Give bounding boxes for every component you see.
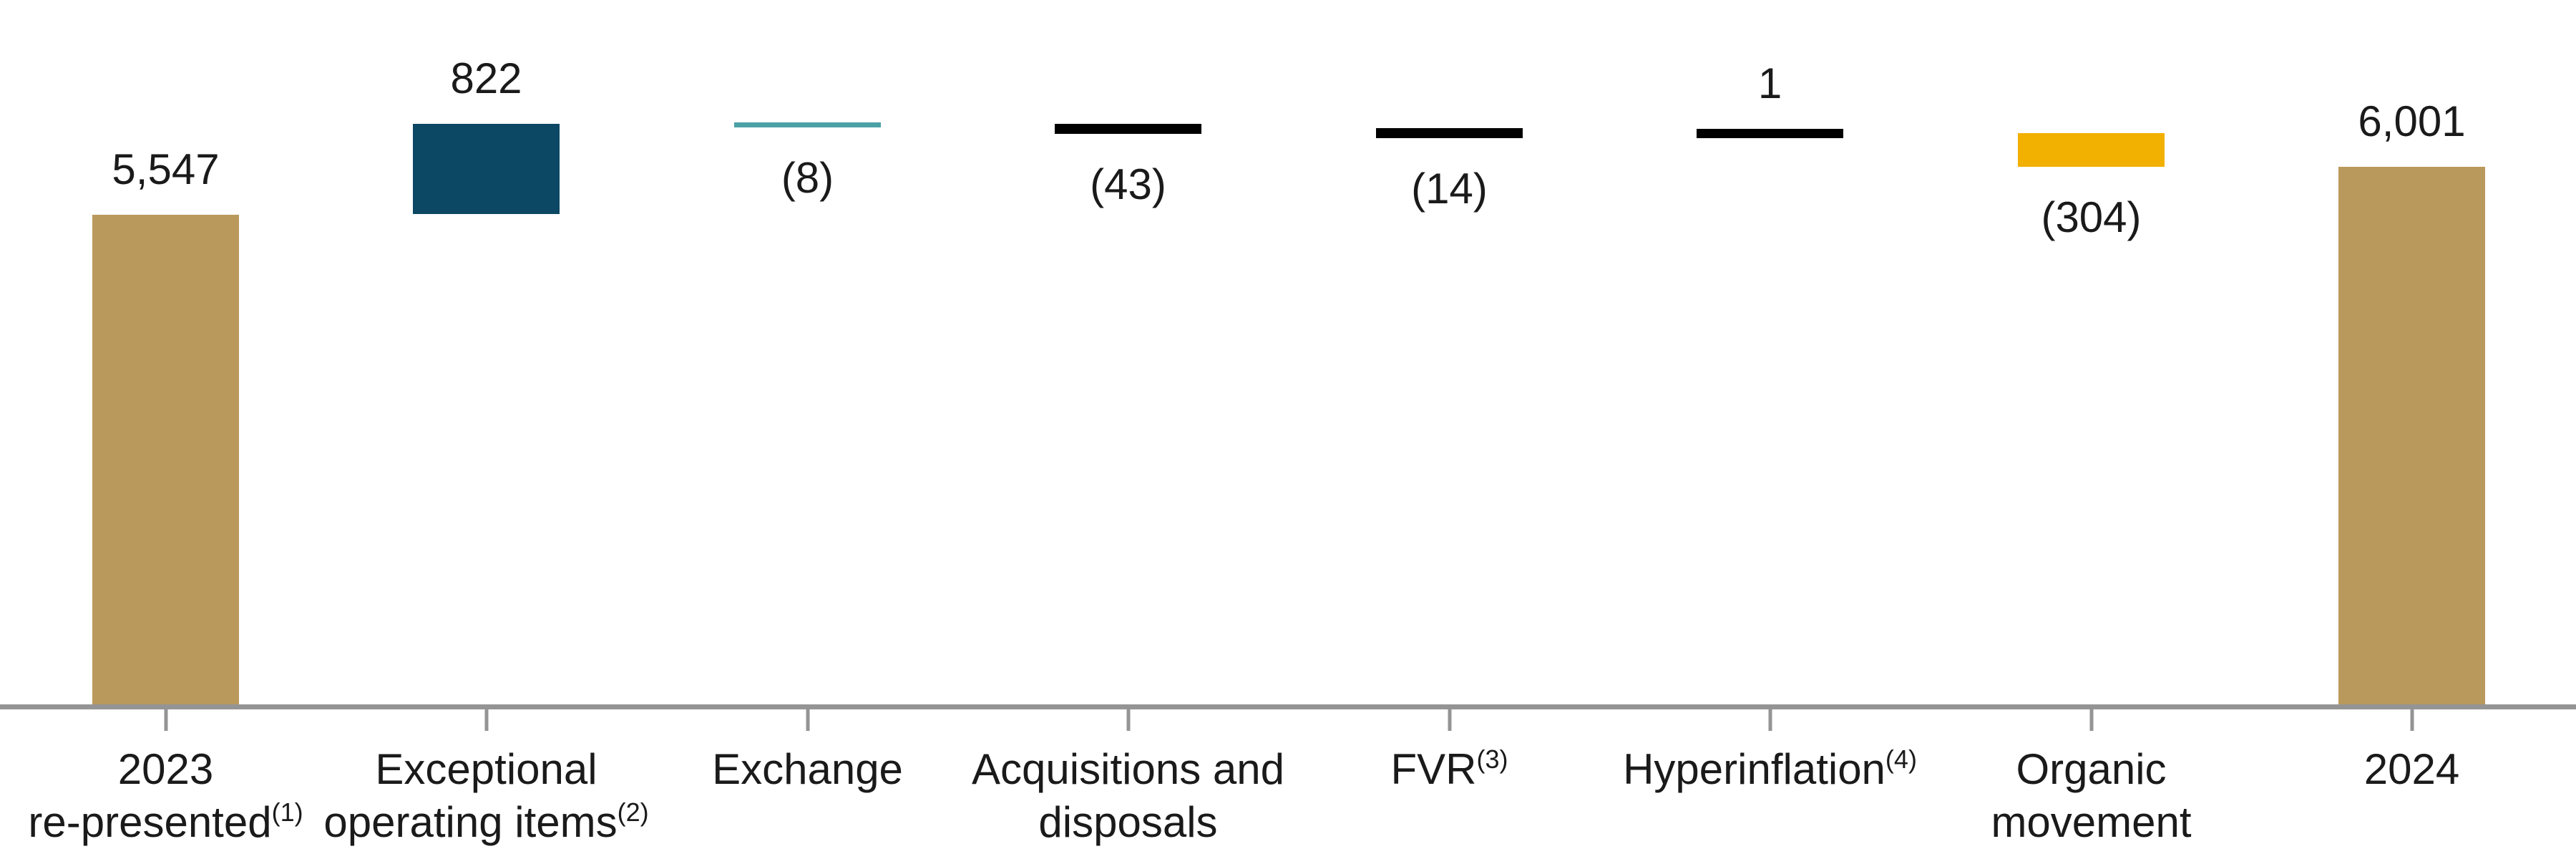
axis-tick — [164, 709, 167, 731]
value-label-2023-re-presented: 5,547 — [112, 145, 220, 193]
value-label-acquisitions-and-disposals: (43) — [1090, 160, 1166, 208]
footnote-superscript: (4) — [1885, 744, 1917, 774]
category-label-line: Exchange — [712, 743, 903, 796]
category-label-line: movement — [1991, 796, 2191, 849]
category-label-line: Hyperinflation(4) — [1623, 743, 1917, 796]
axis-tick — [806, 709, 809, 731]
category-label-2023-re-presented: 2023 re-presented(1) — [28, 743, 303, 849]
category-label-organic-movement: Organic movement — [1991, 743, 2191, 849]
category-label-line: 2024 — [2364, 743, 2459, 796]
axis-tick — [2410, 709, 2414, 731]
axis-tick — [1448, 709, 1451, 731]
category-label-2024: 2024 — [2364, 743, 2459, 796]
x-axis-line — [0, 704, 2576, 709]
bar-organic-movement — [2018, 133, 2165, 167]
category-label-text: movement — [1991, 798, 2192, 846]
category-label-text: Exceptional — [375, 745, 597, 793]
category-label-text: 2024 — [2363, 745, 2460, 793]
axis-tick — [2089, 709, 2093, 731]
value-label-fvr: (14) — [1411, 165, 1488, 213]
bar-acquisitions-and-disposals — [1055, 124, 1201, 134]
footnote-superscript: (3) — [1476, 744, 1508, 774]
axis-tick — [484, 709, 488, 731]
category-label-text: FVR — [1390, 745, 1477, 793]
category-label-text: Hyperinflation — [1623, 745, 1885, 793]
bar-exceptional-operating-items — [413, 124, 560, 214]
bar-fvr — [1376, 128, 1523, 138]
category-label-text: operating items — [323, 798, 618, 846]
value-label-hyperinflation: 1 — [1757, 59, 1782, 107]
axis-tick — [1768, 709, 1772, 731]
category-label-line: operating items(2) — [323, 796, 648, 849]
category-label-text: Exchange — [712, 745, 903, 793]
category-label-text: disposals — [1038, 798, 1218, 846]
category-label-line: disposals — [972, 796, 1284, 849]
bar-hyperinflation — [1697, 129, 1843, 138]
category-label-text: Organic — [2016, 745, 2167, 793]
bar-2023-re-presented — [92, 215, 239, 704]
category-label-line: Organic — [1991, 743, 2191, 796]
axis-tick — [1126, 709, 1130, 731]
category-label-text: Acquisitions and — [972, 745, 1284, 793]
value-label-organic-movement: (304) — [2041, 193, 2142, 241]
value-label-exceptional-operating-items: 822 — [450, 54, 522, 102]
category-label-line: Acquisitions and — [972, 743, 1284, 796]
category-label-text: re-presented — [28, 798, 272, 846]
category-label-fvr: FVR(3) — [1391, 743, 1508, 796]
bar-exchange — [734, 122, 881, 127]
footnote-superscript: (1) — [271, 797, 303, 827]
category-label-line: FVR(3) — [1391, 743, 1508, 796]
footnote-superscript: (2) — [617, 797, 649, 827]
category-label-acquisitions-and-disposals: Acquisitions and disposals — [972, 743, 1284, 849]
category-label-hyperinflation: Hyperinflation(4) — [1623, 743, 1917, 796]
bar-2024 — [2338, 167, 2485, 704]
category-label-line: re-presented(1) — [28, 796, 303, 849]
category-label-exchange: Exchange — [712, 743, 903, 796]
value-label-exchange: (8) — [781, 154, 834, 202]
value-label-2024: 6,001 — [2358, 97, 2466, 145]
category-label-line: Exceptional — [323, 743, 648, 796]
category-label-text: 2023 — [117, 745, 214, 793]
category-label-exceptional-operating-items: Exceptional operating items(2) — [323, 743, 648, 849]
category-label-line: 2023 — [28, 743, 303, 796]
